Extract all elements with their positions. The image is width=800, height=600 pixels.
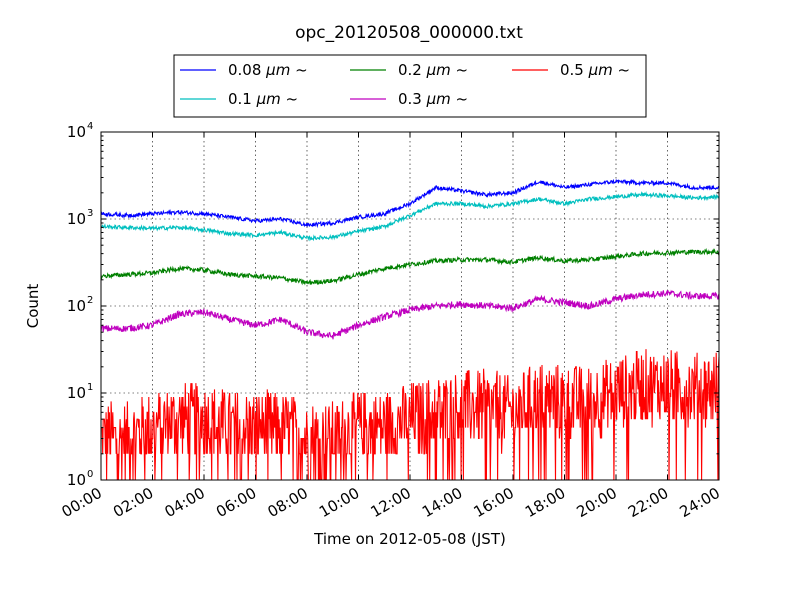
- series-lines: [100, 178, 720, 481]
- series-line: [100, 190, 719, 242]
- legend: 0.08 μm ~ 0.1 μm ~ 0.2 μm ~ 0.3 μm ~ 0.5 μm …: [173, 54, 647, 118]
- y-tick-label-base: 10: [67, 384, 86, 402]
- x-tick-label: 24:00: [677, 484, 723, 521]
- y-tick-label-base: 10: [67, 297, 86, 315]
- y-tick-label-base: 10: [67, 471, 86, 489]
- y-tick-label-base: 10: [67, 123, 86, 141]
- y-tick-label: 10 1: [67, 382, 93, 402]
- plot-area: [100, 131, 720, 481]
- legend-label: 0.2 μm ~: [398, 61, 468, 79]
- x-tick-labels: 00:00 02:00 04:00 06:00 08:00 10:00 12:00 14:00…: [59, 484, 723, 521]
- x-tick-label: 06:00: [213, 484, 259, 521]
- y-tick-label-exponent: 4: [87, 121, 93, 132]
- y-tick-label: 10 3: [67, 208, 93, 228]
- series-line: [100, 289, 719, 340]
- y-tick-label-exponent: 1: [87, 382, 93, 393]
- y-tick-label: 10 4: [67, 121, 93, 141]
- series-line: [101, 349, 720, 481]
- x-tick-label: 00:00: [59, 484, 105, 521]
- y-tick-label: 10 0: [67, 469, 93, 489]
- x-tick-label: 12:00: [368, 484, 414, 521]
- x-tick-label: 18:00: [522, 484, 568, 521]
- x-tick-label: 04:00: [162, 484, 208, 521]
- y-tick-label-exponent: 3: [87, 208, 93, 219]
- x-tick-label: 08:00: [265, 484, 311, 521]
- legend-label: 0.08 μm ~: [228, 61, 308, 79]
- legend-label: 0.1 μm ~: [228, 90, 298, 108]
- legend-label: 0.5 μm ~: [560, 61, 630, 79]
- legend-item: 0.2 μm ~: [350, 61, 468, 79]
- legend-item: 0.3 μm ~: [350, 90, 468, 108]
- legend-label: 0.3 μm ~: [398, 90, 468, 108]
- x-axis-label: Time on 2012-05-08 (JST): [313, 530, 506, 548]
- x-tick-label: 16:00: [471, 484, 517, 521]
- legend-item: 0.5 μm ~: [512, 61, 630, 79]
- x-tick-label: 20:00: [574, 484, 620, 521]
- x-tick-label: 02:00: [110, 484, 156, 521]
- chart-title: opc_20120508_000000.txt: [295, 23, 523, 43]
- legend-item: 0.08 μm ~: [180, 61, 308, 79]
- y-axis-label: Count: [24, 284, 42, 329]
- x-tick-label: 22:00: [625, 484, 671, 521]
- ticks: [100, 131, 720, 481]
- x-tick-label: 14:00: [419, 484, 465, 521]
- y-tick-label-exponent: 2: [87, 295, 93, 306]
- y-tick-label: 10 2: [67, 295, 93, 315]
- legend-box: [173, 54, 647, 118]
- y-tick-label-exponent: 0: [87, 469, 93, 480]
- series-line: [100, 178, 720, 229]
- legend-item: 0.1 μm ~: [180, 90, 298, 108]
- x-tick-label: 10:00: [316, 484, 362, 521]
- series-line: [100, 247, 720, 286]
- y-tick-label-base: 10: [67, 210, 86, 228]
